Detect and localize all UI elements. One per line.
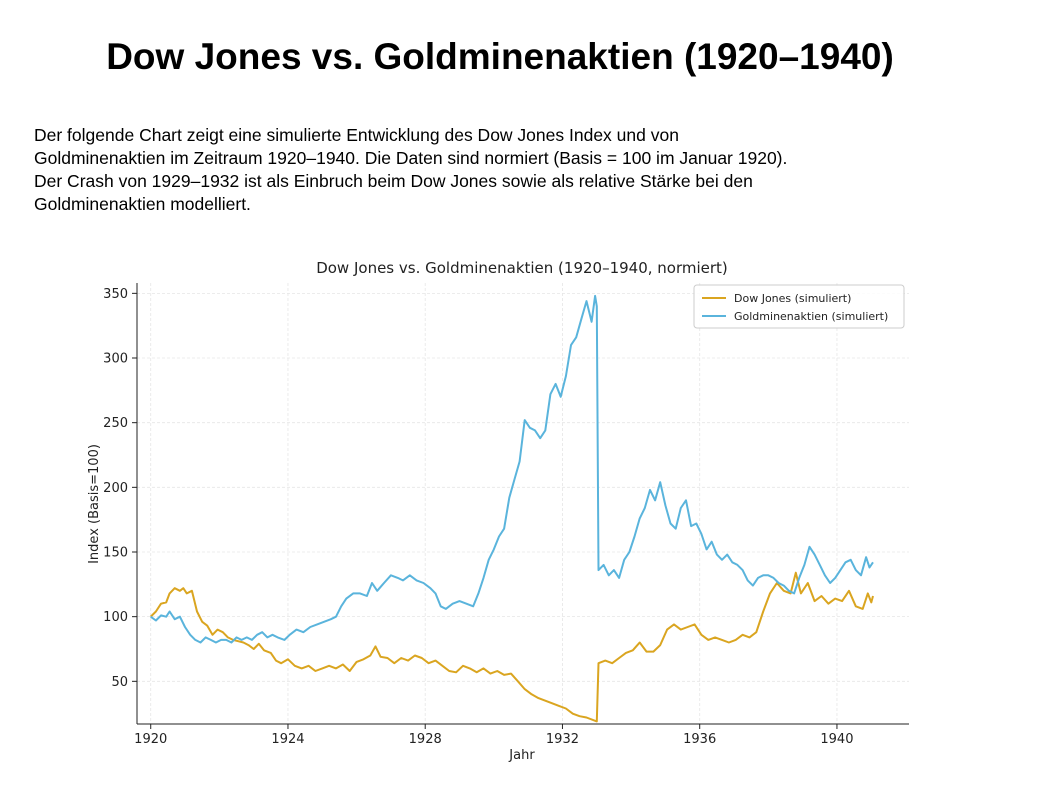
x-tick-label: 1924	[271, 732, 304, 747]
y-tick-label: 150	[103, 545, 128, 560]
intro-paragraph: Der folgende Chart zeigt eine simulierte…	[34, 124, 994, 216]
legend: Dow Jones (simuliert) Goldminenaktien (si…	[693, 284, 905, 329]
intro-line: Goldminenaktien modelliert.	[34, 194, 251, 214]
y-tick-label: 200	[103, 481, 128, 496]
x-axis-label: Jahr	[508, 748, 535, 763]
y-axis-label: Index (Basis=100)	[87, 444, 102, 564]
x-tick-label: 1928	[409, 732, 442, 747]
chart-title: Dow Jones vs. Goldminenaktien (1920–1940…	[316, 259, 728, 277]
y-tick-label: 350	[103, 287, 128, 302]
x-tick-label: 1940	[820, 732, 853, 747]
series-line-dow-jones	[149, 571, 874, 723]
legend-label: Goldminenaktien (simuliert)	[734, 310, 888, 323]
axis-ticks: 1920 1924 1928 1932 1936 1940 50 100 150 200 250 30…	[103, 287, 853, 747]
series-line-goldminenaktien	[150, 294, 874, 644]
x-tick-label: 1936	[683, 732, 716, 747]
x-tick-label: 1932	[546, 732, 579, 747]
series-lines	[149, 294, 874, 723]
x-tick-label: 1920	[134, 732, 167, 747]
legend-box	[693, 284, 905, 329]
page-title: Dow Jones vs. Goldminenaktien (1920–1940…	[106, 36, 894, 77]
y-tick-label: 100	[103, 610, 128, 625]
axes	[136, 283, 909, 725]
intro-line: Goldminenaktien im Zeitraum 1920–1940. D…	[34, 148, 788, 168]
legend-label: Dow Jones (simuliert)	[734, 292, 851, 305]
intro-line: Der folgende Chart zeigt eine simulierte…	[34, 125, 679, 145]
intro-line: Der Crash von 1929–1932 ist als Einbruch…	[34, 171, 753, 191]
y-tick-label: 300	[103, 352, 128, 367]
y-tick-label: 50	[111, 675, 128, 690]
y-tick-label: 250	[103, 416, 128, 431]
grid	[137, 283, 909, 724]
